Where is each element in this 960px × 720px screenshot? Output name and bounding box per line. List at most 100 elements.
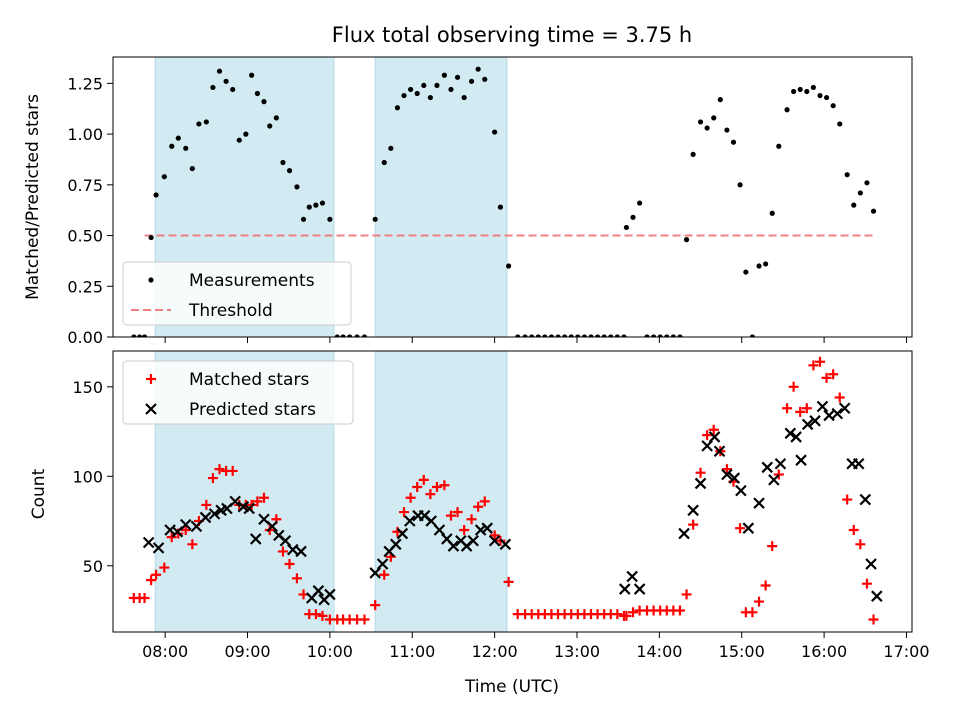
- matched-star-point: [258, 492, 269, 503]
- legend-plus-marker: [146, 374, 156, 384]
- top-legend-box: [122, 261, 352, 326]
- measurement-point: [254, 90, 260, 97]
- matched-star-point: [674, 605, 685, 616]
- matched-star-point: [284, 558, 295, 569]
- measurement-point: [210, 84, 216, 91]
- predicted-star-point: [774, 457, 787, 470]
- matched-star-point: [801, 403, 812, 414]
- predicted-star-point: [199, 511, 212, 524]
- measurement-point: [230, 86, 236, 93]
- matched-star-point: [166, 532, 177, 543]
- matched-star-point: [828, 369, 839, 380]
- measurement-point: [555, 334, 561, 337]
- measurement-point: [623, 224, 630, 231]
- measurement-point: [434, 82, 440, 89]
- measurement-point: [690, 151, 696, 157]
- matched-star-point: [379, 569, 390, 580]
- measurement-point: [756, 263, 762, 269]
- predicted-star-point: [761, 461, 774, 474]
- predicted-star-point: [266, 520, 279, 533]
- predicted-star-point: [488, 534, 501, 547]
- x-tick-label: 16:00: [801, 642, 847, 661]
- matched-star-point: [187, 539, 198, 550]
- predicted-star-point: [728, 472, 741, 484]
- measurement-point: [588, 334, 594, 337]
- top-y-tick-label: 0.25: [67, 277, 103, 296]
- matched-star-point: [445, 510, 456, 521]
- predicted-star-point: [795, 454, 807, 466]
- predicted-star-point: [467, 534, 479, 547]
- measurement-point: [223, 78, 229, 84]
- bottom-y-tick-label: 150: [72, 378, 103, 397]
- measurement-point: [273, 115, 279, 121]
- measurement-point: [581, 334, 588, 337]
- measurement-point: [830, 103, 836, 109]
- measurement-point: [141, 334, 148, 337]
- matched-star-point: [431, 482, 442, 493]
- predicted-star-point: [152, 542, 165, 554]
- measurement-point: [261, 99, 267, 105]
- predicted-star-point: [735, 484, 747, 497]
- measurement-point: [468, 78, 475, 84]
- bottom-legend-box: [122, 360, 354, 425]
- measurement-point: [153, 192, 159, 198]
- predicted-star-point: [229, 495, 241, 508]
- bottom-y-tick-label: 50: [83, 557, 103, 576]
- measurement-point: [664, 334, 670, 337]
- bottom-axes-frame: [112, 350, 913, 633]
- matched-star-point: [146, 575, 157, 586]
- measurement-point: [636, 200, 643, 206]
- matched-star-point: [452, 507, 463, 518]
- matched-star-point: [291, 573, 302, 584]
- predicted-star-point: [859, 493, 872, 506]
- measurement-point: [313, 202, 319, 208]
- predicted-star-point: [142, 536, 155, 549]
- measurement-point: [568, 334, 574, 337]
- x-tick-label: 15:00: [719, 642, 765, 661]
- measurement-point: [327, 216, 333, 222]
- measurement-point: [810, 84, 817, 91]
- predicted-star-point: [287, 543, 299, 556]
- measurement-point: [749, 334, 756, 337]
- predicted-star-point: [801, 418, 814, 431]
- legend-label: Matched stars: [189, 370, 309, 390]
- predicted-star-point: [376, 558, 389, 570]
- x-tick-label: 14:00: [636, 642, 682, 661]
- measurement-point: [630, 214, 636, 220]
- measurement-point: [864, 180, 870, 186]
- matched-star-point: [868, 614, 879, 625]
- measurement-point: [280, 159, 286, 166]
- figure-title: Flux total observing time = 3.75 h: [332, 23, 692, 47]
- top-plot-area: [131, 66, 877, 337]
- legend-label: Threshold: [188, 301, 273, 321]
- matched-star-point: [782, 403, 793, 414]
- matched-star-point: [760, 580, 771, 591]
- measurement-point: [817, 92, 823, 99]
- matched-star-point: [201, 499, 212, 510]
- measurement-point: [183, 145, 189, 151]
- matched-star-point: [214, 464, 225, 475]
- measurement-point: [216, 68, 223, 74]
- matched-star-point: [808, 360, 819, 371]
- top-y-tick-label: 0.75: [67, 176, 103, 195]
- predicted-star-point: [390, 538, 402, 551]
- predicted-star-point: [633, 583, 646, 595]
- predicted-star-point: [678, 527, 690, 540]
- matched-star-point: [821, 372, 832, 383]
- measurement-point: [797, 86, 803, 93]
- matched-star-point: [473, 501, 484, 512]
- top-y-tick-label: 0.00: [67, 328, 103, 347]
- matched-star-point: [747, 607, 758, 618]
- measurement-point: [203, 119, 209, 125]
- predicted-star-point: [626, 570, 638, 583]
- predicted-star-point: [499, 538, 512, 551]
- predicted-star-point: [809, 415, 821, 427]
- measurement-point: [401, 92, 407, 99]
- matched-star-point: [788, 381, 799, 392]
- matched-star-point: [702, 430, 713, 441]
- measurement-point: [454, 74, 461, 80]
- predicted-star-point: [474, 524, 487, 536]
- measurement-point: [575, 334, 581, 337]
- measurement-point: [804, 88, 810, 95]
